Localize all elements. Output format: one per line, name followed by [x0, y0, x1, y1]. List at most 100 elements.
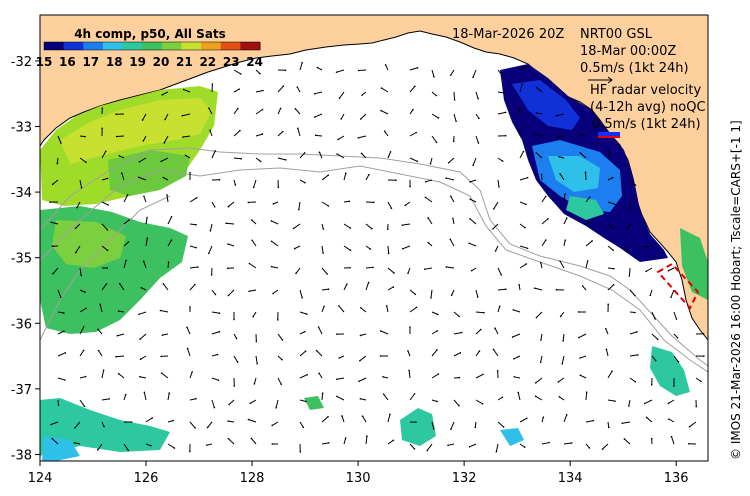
y-tick-label: -36 [11, 317, 32, 332]
colorbar: 4h comp, p50, All Sats 15 16 17 18 19 20 21 22 2… [36, 27, 263, 69]
current-vector-tip [371, 227, 373, 230]
current-vector-tip [195, 246, 197, 249]
current-vector-tip [293, 247, 296, 250]
current-vector-tip [51, 183, 54, 186]
current-vector-tip [139, 338, 141, 340]
current-vector-tip [64, 379, 66, 381]
current-vector [189, 421, 196, 429]
current-vector-tip [458, 315, 460, 318]
current-vector-tip [469, 217, 471, 220]
current-vector-tip [313, 116, 316, 118]
current-vector [226, 222, 235, 225]
current-vector-tip [534, 395, 537, 398]
current-vector-tip [217, 379, 220, 381]
current-vector-tip [326, 273, 328, 275]
current-vector-tip [189, 450, 191, 453]
current-vector-tip [345, 172, 347, 175]
current-vector [97, 443, 103, 451]
current-vector-tip [625, 250, 628, 253]
current-vector [211, 399, 215, 408]
current-vector [315, 134, 323, 137]
colorbar-title: 4h comp, p50, All Sats [74, 27, 226, 41]
current-vector-tip [256, 362, 258, 365]
current-vector [431, 113, 439, 119]
current-vector [497, 396, 503, 401]
current-vector [167, 262, 170, 269]
scale-label: 0.5m/s (1kt 24h) [580, 61, 689, 76]
current-vector-tip [124, 393, 127, 396]
current-vector [206, 443, 213, 446]
current-vector-tip [85, 161, 87, 164]
y-tick-label: -35 [11, 252, 32, 267]
current-vector-tip [556, 136, 558, 139]
current-vector-tip [315, 349, 318, 352]
current-vector [277, 131, 284, 137]
current-vector [101, 201, 109, 206]
current-vector-tip [261, 133, 264, 135]
current-vector-tip [338, 97, 341, 100]
current-vector-tip [437, 313, 439, 316]
current-vector-tip [74, 251, 77, 254]
current-vector-tip [209, 129, 211, 132]
current-vector-tip [227, 420, 229, 422]
current-vector [341, 415, 345, 423]
current-vector-tip [161, 334, 164, 336]
current-vector [51, 438, 59, 445]
current-vector-tip [670, 296, 672, 299]
current-vector-tip [525, 203, 527, 206]
current-vector [381, 87, 389, 93]
current-vector-tip [361, 94, 363, 96]
current-vector-tip [259, 160, 262, 163]
current-vector [558, 156, 565, 159]
current-vector-tip [359, 306, 362, 309]
current-vector-tip [449, 74, 452, 76]
current-vector [233, 88, 240, 93]
current-vector-tip [470, 269, 473, 272]
current-vector [607, 370, 613, 379]
current-vector [233, 333, 238, 339]
current-vector-tip [588, 447, 591, 449]
current-vector-tip [565, 414, 568, 416]
current-vector [336, 153, 345, 159]
current-vector [119, 283, 125, 291]
current-vector [365, 223, 373, 230]
current-vector-tip [97, 349, 100, 352]
current-vector-tip [141, 119, 144, 121]
current-vector [447, 443, 455, 446]
current-vector-tip [206, 444, 208, 446]
current-vector-tip [579, 152, 582, 154]
current-vector-tip [335, 71, 338, 73]
current-vector-tip [213, 205, 216, 208]
current-vector [607, 421, 610, 428]
current-vector [561, 355, 565, 364]
current-vector-tip [214, 150, 217, 152]
current-vector [321, 393, 324, 401]
current-vector-tip [634, 184, 637, 186]
current-vector-tip [56, 162, 59, 165]
current-vector [607, 150, 611, 159]
current-vector-tip [186, 347, 189, 350]
current-vector [79, 267, 82, 276]
current-vector-tip [281, 358, 283, 361]
current-vector-tip [416, 160, 419, 163]
current-vector-tip [469, 181, 471, 183]
current-vector-tip [555, 288, 558, 291]
current-vector [469, 179, 477, 183]
current-vector-tip [57, 404, 60, 406]
current-vector [164, 113, 169, 120]
current-vector-tip [458, 376, 461, 379]
current-vector-tip [445, 266, 448, 268]
current-vector [475, 373, 484, 379]
current-vector [255, 355, 258, 364]
current-vector-tip [502, 426, 505, 428]
y-tick-label: -33 [11, 121, 32, 136]
current-vector-tip [253, 383, 256, 385]
current-vector [211, 377, 219, 381]
current-vector-tip [513, 376, 516, 378]
current-vector-tip [304, 181, 306, 184]
current-vector [519, 417, 527, 423]
current-vector-tip [525, 263, 528, 265]
current-vector-tip [548, 441, 550, 444]
current-vector-tip [115, 355, 117, 358]
current-vector-tip [150, 444, 152, 447]
